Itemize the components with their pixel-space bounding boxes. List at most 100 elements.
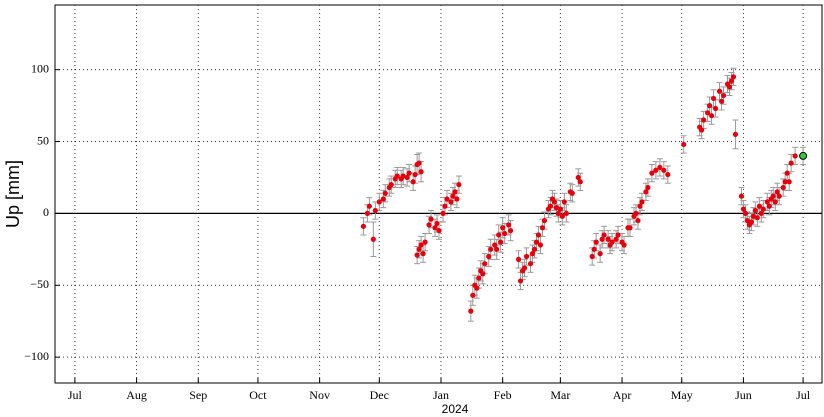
data-point [476,275,482,281]
data-point [404,174,410,181]
data-point [372,207,378,214]
data-point [496,232,502,238]
data-point [758,210,764,217]
data-point [681,141,687,148]
data-point [482,261,488,267]
x-tick-label: Apr [613,388,632,402]
data-point [559,213,565,219]
data-point [468,308,474,314]
data-point [645,184,651,191]
data-point [486,253,492,260]
data-point [366,203,372,209]
data-point [416,160,422,166]
data-point [420,251,426,257]
data-point [661,167,667,173]
x-tick-label: Jul [796,388,811,402]
x-tick-label: Jun [735,388,752,402]
data-point [440,210,446,217]
data-point [410,179,416,185]
data-point [599,236,605,242]
data-point [426,222,432,228]
data-point [488,246,494,252]
data-point [615,232,621,238]
data-point [450,193,456,199]
data-point [364,210,370,217]
data-point [742,210,748,217]
data-point [740,206,747,212]
data-point [728,78,735,84]
data-point [412,171,418,178]
data-point [541,217,548,224]
data-point [456,182,462,188]
data-point [593,239,599,245]
y-axis-label: Up [mm] [3,160,23,228]
data-point [738,193,745,199]
data-point [492,242,498,248]
data-point [772,199,778,205]
data-point [394,173,400,179]
y-tick-label: −100 [24,349,49,363]
data-point [653,167,659,173]
data-point [533,239,540,245]
data-point [776,193,782,199]
data-point [480,271,486,277]
data-point [498,239,504,245]
data-point [774,189,780,195]
data-point [537,242,544,248]
data-point [577,179,583,185]
data-point [500,225,506,231]
data-point [436,228,442,234]
data-point [382,190,388,196]
data-point [428,216,434,222]
data-point [706,103,713,109]
data-point [508,228,514,234]
data-point [699,127,705,133]
data-point [754,215,760,221]
data-point [434,220,440,227]
data-point [730,74,737,80]
data-point [422,239,428,245]
data-point [621,242,627,248]
data-point [557,206,563,212]
x-tick-label: Dec [370,388,389,402]
data-point [609,239,615,245]
data-point [708,113,715,119]
data-point [788,160,794,166]
data-point [376,199,382,205]
data-point [635,217,641,224]
data-point [380,196,386,202]
data-point [575,174,581,181]
data-point [418,169,424,175]
data-point [784,170,790,176]
data-point [786,179,792,185]
y-tick-label: 100 [31,61,49,75]
data-point [506,222,512,228]
data-point [531,246,538,252]
data-point [444,196,450,202]
data-point [633,210,639,217]
data-point [521,265,528,271]
data-point [553,205,559,211]
data-point [657,164,663,171]
x-tick-label: Mar [550,388,570,402]
data-point [752,207,758,214]
data-point [744,217,750,224]
x-tick-label: Nov [309,388,330,402]
data-point [454,196,460,202]
data-point [732,131,739,137]
data-point [792,153,798,159]
data-point [523,253,530,260]
data-point [400,173,406,179]
data-point [770,193,776,199]
data-point [502,230,508,237]
data-point [643,189,649,195]
data-point [539,225,546,231]
data-point [601,232,607,238]
latest-point [799,151,808,160]
data-point [627,225,633,231]
data-point [474,285,480,291]
y-tick-label: −50 [30,277,49,291]
data-point [756,203,762,209]
data-point [597,251,603,257]
